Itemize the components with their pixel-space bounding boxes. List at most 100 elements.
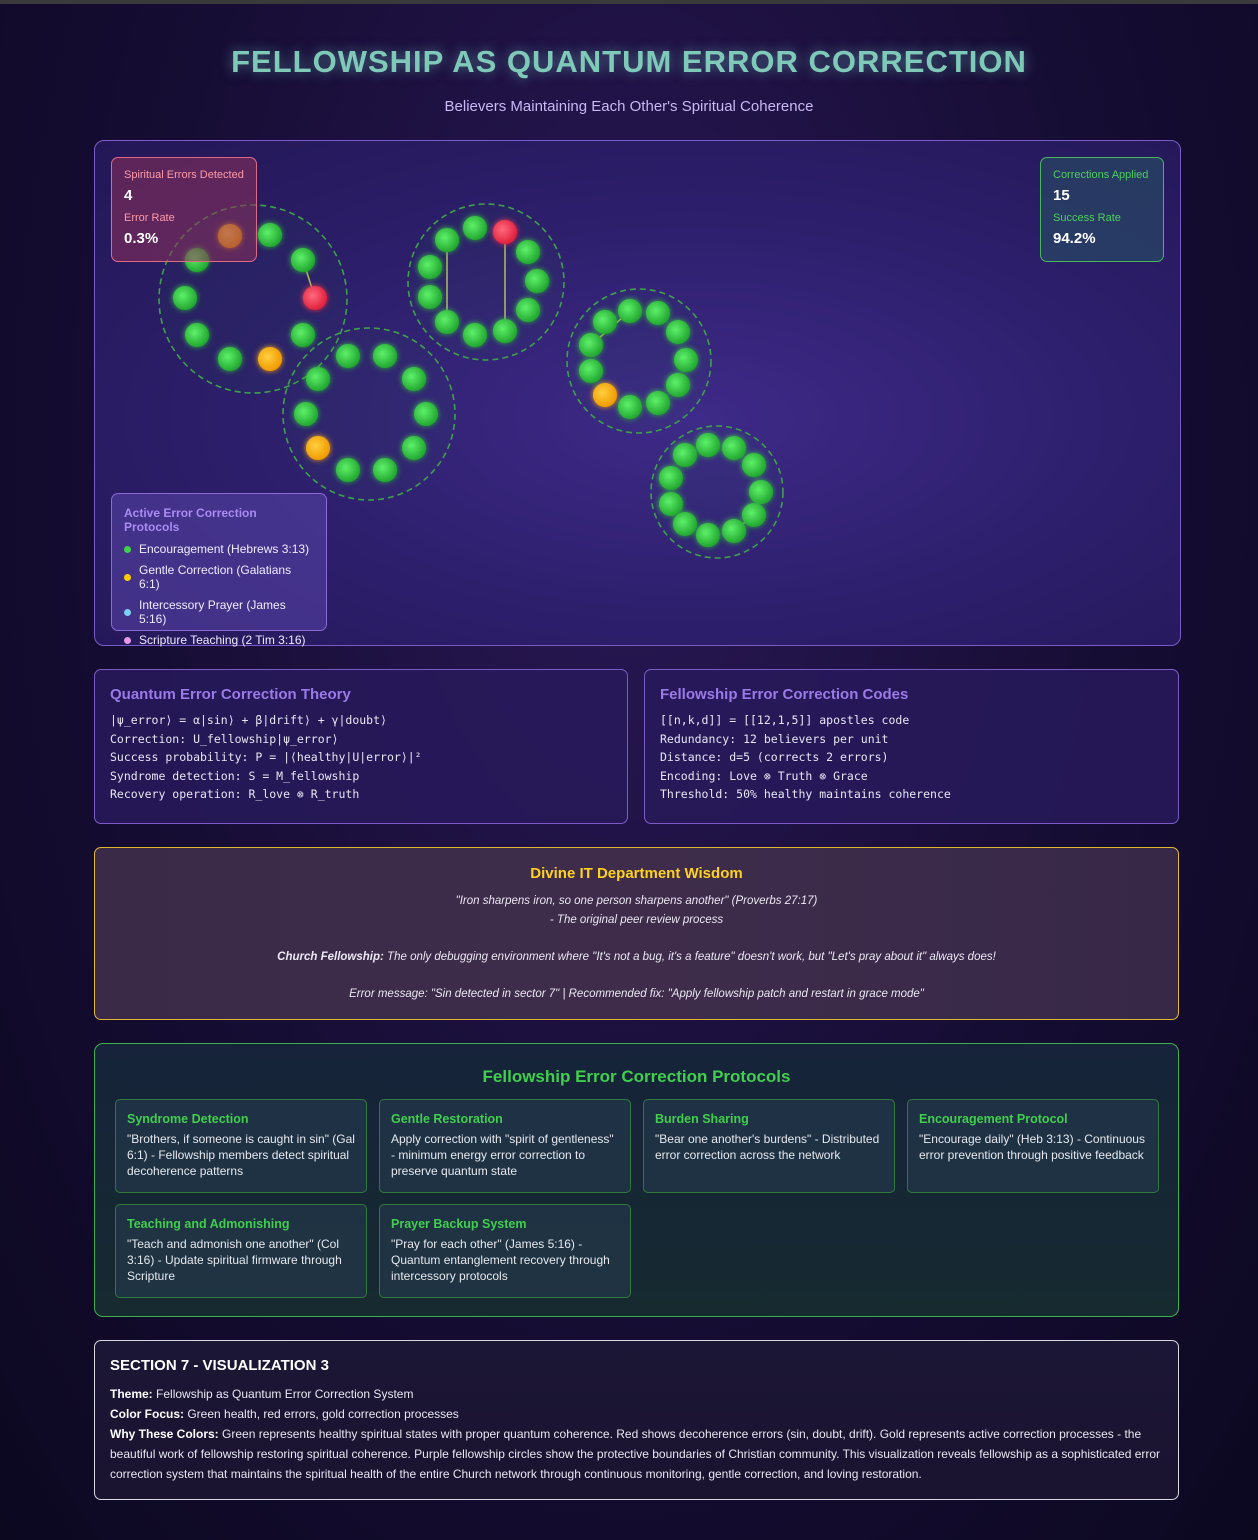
protocol-name: Burden Sharing bbox=[655, 1112, 749, 1126]
section-why-label: Why These Colors: bbox=[110, 1427, 219, 1441]
legend-dot-prayer bbox=[124, 608, 131, 616]
healthy-node bbox=[516, 298, 540, 322]
healthy-node bbox=[742, 503, 766, 527]
healthy-node bbox=[673, 512, 697, 536]
protocol-name: Encouragement Protocol bbox=[919, 1112, 1068, 1126]
errors-detected-label: Spiritual Errors Detected bbox=[124, 169, 244, 181]
healthy-node bbox=[493, 319, 517, 343]
healthy-node bbox=[646, 391, 670, 415]
section-color-label: Color Focus: bbox=[110, 1407, 184, 1421]
codes-line: Threshold: 50% healthy maintains coheren… bbox=[660, 787, 951, 801]
healthy-node bbox=[173, 286, 197, 310]
theory-line: Syndrome detection: S = M_fellowship bbox=[110, 768, 360, 783]
wisdom-title: Divine IT Department Wisdom bbox=[530, 865, 743, 882]
theory-line: Success probability: P = |⟨healthy|U|err… bbox=[110, 750, 422, 764]
wisdom-panel: Divine IT Department Wisdom "Iron sharpe… bbox=[94, 847, 1179, 1020]
healthy-node bbox=[435, 228, 459, 252]
healthy-node bbox=[722, 436, 746, 460]
healthy-node bbox=[414, 402, 438, 426]
theory-title: Quantum Error Correction Theory bbox=[110, 686, 351, 703]
protocol-name: Syndrome Detection bbox=[127, 1112, 249, 1126]
protocol-desc: Apply correction with "spirit of gentlen… bbox=[391, 1132, 614, 1178]
legend-item-encouragement: Encouragement (Hebrews 3:13) bbox=[124, 542, 314, 556]
legend-title: Active Error Correction Protocols bbox=[124, 506, 257, 534]
healthy-node bbox=[218, 347, 242, 371]
fellowship-visualization: Spiritual Errors Detected 4 Error Rate 0… bbox=[94, 140, 1181, 647]
healthy-node bbox=[749, 480, 773, 504]
errors-stat-panel: Spiritual Errors Detected 4 Error Rate 0… bbox=[111, 157, 257, 262]
healthy-node bbox=[373, 458, 397, 482]
errors-detected-value: 4 bbox=[124, 187, 133, 204]
corrections-stat-panel: Corrections Applied 15 Success Rate 94.2… bbox=[1040, 157, 1164, 262]
section-color-text: Green health, red errors, gold correctio… bbox=[184, 1407, 459, 1421]
healthy-node bbox=[336, 344, 360, 368]
healthy-node bbox=[579, 333, 603, 357]
healthy-node bbox=[659, 466, 683, 490]
healthy-node bbox=[418, 285, 442, 309]
section-title: SECTION 7 - VISUALIZATION 3 bbox=[110, 1357, 329, 1374]
section-why-text: Green represents healthy spiritual state… bbox=[110, 1427, 1161, 1481]
healthy-node bbox=[593, 310, 617, 334]
healthy-node bbox=[696, 523, 720, 547]
healthy-node bbox=[516, 240, 540, 264]
protocol-card-gentle-restoration: Gentle Restoration Apply correction with… bbox=[379, 1099, 631, 1193]
section-color-focus: Color Focus: Green health, red errors, g… bbox=[110, 1404, 1163, 1424]
success-rate-value: 94.2% bbox=[1053, 230, 1096, 247]
healthy-node bbox=[742, 453, 766, 477]
protocol-name: Teaching and Admonishing bbox=[127, 1217, 290, 1231]
codes-line: Distance: d=5 (corrects 2 errors) bbox=[660, 750, 889, 764]
healthy-node bbox=[373, 344, 397, 368]
healthy-node bbox=[435, 310, 459, 334]
healthy-node bbox=[291, 248, 315, 272]
section-info-panel: SECTION 7 - VISUALIZATION 3 Theme: Fello… bbox=[94, 1340, 1179, 1500]
healthy-node bbox=[336, 458, 360, 482]
legend-dot-correction bbox=[124, 573, 131, 581]
healthy-node bbox=[722, 519, 746, 543]
legend-item-scripture: Scripture Teaching (2 Tim 3:16) bbox=[124, 633, 314, 647]
wisdom-quote: "Iron sharpens iron, so one person sharp… bbox=[455, 895, 818, 907]
protocol-name: Gentle Restoration bbox=[391, 1112, 503, 1126]
healthy-node bbox=[618, 299, 642, 323]
error-node bbox=[303, 286, 327, 310]
healthy-node bbox=[463, 216, 487, 240]
protocol-card-burden-sharing: Burden Sharing "Bear one another's burde… bbox=[643, 1099, 895, 1193]
page-subtitle: Believers Maintaining Each Other's Spiri… bbox=[444, 98, 814, 115]
healthy-node bbox=[618, 395, 642, 419]
healthy-node bbox=[646, 301, 670, 325]
legend-item-prayer: Intercessory Prayer (James 5:16) bbox=[124, 598, 314, 626]
wisdom-fellowship-text: The only debugging environment where "It… bbox=[383, 951, 996, 963]
codes-title: Fellowship Error Correction Codes bbox=[660, 686, 909, 703]
legend-label-scripture: Scripture Teaching (2 Tim 3:16) bbox=[139, 633, 306, 647]
protocol-desc: "Pray for each other" (James 5:16) - Qua… bbox=[391, 1237, 610, 1283]
section-why-colors: Why These Colors: Green represents healt… bbox=[110, 1424, 1163, 1484]
healthy-node bbox=[525, 269, 549, 293]
wisdom-fellowship-label: Church Fellowship: bbox=[277, 951, 384, 963]
healthy-node bbox=[673, 443, 697, 467]
section-theme-label: Theme: bbox=[110, 1387, 153, 1401]
protocols-title: Fellowship Error Correction Protocols bbox=[482, 1067, 791, 1086]
protocol-legend: Active Error Correction Protocols Encour… bbox=[111, 493, 327, 647]
correction-node bbox=[593, 383, 617, 407]
legend-label-encouragement: Encouragement (Hebrews 3:13) bbox=[139, 542, 310, 556]
error-rate-value: 0.3% bbox=[124, 230, 159, 247]
protocol-card-syndrome-detection: Syndrome Detection "Brothers, if someone… bbox=[115, 1099, 367, 1193]
legend-label-correction: Gentle Correction (Galatians 6:1) bbox=[139, 563, 292, 591]
healthy-node bbox=[402, 367, 426, 391]
corrections-applied-value: 15 bbox=[1053, 187, 1070, 204]
codes-panel: Fellowship Error Correction Codes [[n,k,… bbox=[644, 669, 1179, 824]
error-node bbox=[493, 220, 517, 244]
protocol-desc: "Bear one another's burdens" - Distribut… bbox=[655, 1132, 880, 1162]
protocol-card-prayer-backup: Prayer Backup System "Pray for each othe… bbox=[379, 1204, 631, 1298]
healthy-node bbox=[258, 223, 282, 247]
healthy-node bbox=[418, 255, 442, 279]
codes-line: Encoding: Love ⊗ Truth ⊗ Grace bbox=[660, 768, 868, 783]
codes-line: [[n,k,d]] = [[12,1,5]] apostles code bbox=[660, 713, 910, 727]
theory-panel: Quantum Error Correction Theory |ψ_error… bbox=[94, 669, 628, 824]
theory-line: |ψ_error⟩ = α|sin⟩ + β|drift⟩ + γ|doubt⟩ bbox=[110, 713, 387, 727]
protocols-panel: Fellowship Error Correction Protocols Sy… bbox=[94, 1043, 1179, 1317]
healthy-node bbox=[696, 433, 720, 457]
section-theme: Theme: Fellowship as Quantum Error Corre… bbox=[110, 1384, 1163, 1404]
wisdom-error-message: Error message: "Sin detected in sector 7… bbox=[349, 988, 924, 1000]
healthy-node bbox=[463, 323, 487, 347]
healthy-node bbox=[294, 402, 318, 426]
